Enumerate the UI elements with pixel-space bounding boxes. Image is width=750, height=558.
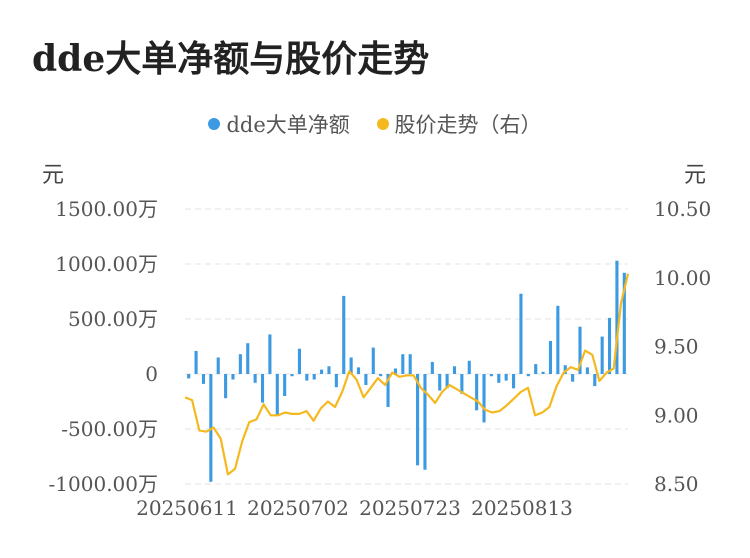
bar-dde (504, 374, 508, 381)
bar-dde (386, 374, 390, 407)
legend-item-dde[interactable]: dde大单净额 (208, 109, 350, 139)
bar-dde (452, 366, 457, 374)
bar-dde (379, 374, 383, 377)
left-axis-unit: 元 (42, 163, 65, 188)
bar-dde (622, 272, 626, 374)
bar-dde (534, 364, 538, 374)
left-axis-tick-label: -500.00万 (61, 417, 158, 441)
bar-dde (607, 317, 612, 374)
bar-dde (320, 369, 324, 374)
bar-dde (275, 374, 279, 416)
x-axis-tick-label: 20250702 (247, 496, 349, 520)
bar-dde (408, 354, 412, 374)
bar-dde (489, 374, 493, 377)
x-axis-tick-label: 20250723 (359, 496, 461, 520)
bar-dde (600, 336, 604, 374)
bar-dde (556, 305, 560, 374)
bar-dde (416, 374, 420, 466)
price-line (184, 273, 630, 476)
bar-dde (475, 374, 479, 411)
legend: dde大单净额 股价走势（右） (0, 109, 750, 139)
bar-dde (519, 293, 523, 374)
right-axis-unit: 元 (684, 163, 707, 188)
legend-label-price: 股价走势（右） (394, 113, 542, 137)
left-axis-tick-label: 1500.00万 (55, 197, 158, 221)
bar-dde (224, 374, 228, 399)
right-axis-tick-label: 8.50 (654, 472, 699, 496)
left-axis-tick-label: -1000.00万 (49, 472, 158, 496)
bar-dde (467, 360, 471, 374)
legend-label-dde: dde大单净额 (226, 113, 350, 137)
right-axis-tick-label: 10.00 (654, 266, 711, 290)
bar-dde (268, 334, 272, 374)
bar-dde (585, 367, 589, 374)
bar-dde (216, 357, 220, 374)
bar-dde (327, 366, 331, 374)
bar-dde (297, 348, 301, 374)
bar-dde (356, 367, 361, 374)
bar-dde (209, 374, 213, 482)
left-axis-tick-label: 500.00万 (68, 307, 158, 331)
bar-dde (497, 374, 501, 383)
bar-dde (578, 326, 582, 374)
bar-dde (423, 374, 427, 470)
bar-dde (253, 374, 257, 383)
bar-dde (593, 374, 597, 387)
x-axis-tick-label: 20250813 (471, 496, 573, 520)
bar-dde (445, 374, 449, 389)
bar-dde (283, 374, 287, 396)
right-axis-tick-label: 9.00 (654, 403, 699, 427)
bar-dde (371, 347, 375, 374)
bar-dde (231, 374, 235, 380)
bar-dde (430, 361, 434, 374)
left-axis-tick-label: 0 (145, 362, 158, 386)
bar-dde (312, 374, 316, 380)
bar-dde (364, 374, 368, 385)
bar-dde (187, 374, 191, 379)
right-axis-tick-label: 10.50 (654, 197, 711, 221)
bar-dde (460, 374, 464, 394)
bar-dde (482, 374, 486, 423)
bar-dde (548, 341, 553, 374)
bar-dde (615, 260, 619, 374)
bar-dde (342, 295, 346, 374)
bar-dde (393, 368, 397, 374)
bar-dde (290, 374, 294, 377)
left-axis-tick-label: 1000.00万 (55, 252, 158, 276)
chart-title: dde大单净额与股价走势 (32, 38, 430, 80)
legend-marker-dde (208, 118, 221, 130)
bar-dde (260, 374, 265, 403)
bar-dde (512, 374, 516, 389)
bar-dde (305, 374, 309, 381)
bar-dde (349, 357, 353, 374)
legend-marker-price (376, 118, 389, 130)
bar-dde (571, 374, 575, 382)
bar-dde (246, 343, 250, 374)
bar-dde (334, 374, 338, 388)
legend-item-price[interactable]: 股价走势（右） (376, 109, 542, 139)
bar-dde (401, 354, 405, 374)
bar-dde (201, 374, 206, 384)
bar-dde (541, 371, 545, 374)
bar-dde (438, 374, 442, 391)
x-axis-tick-label: 20250611 (136, 496, 238, 520)
bar-dde (526, 374, 530, 377)
bar-dde (238, 354, 242, 374)
bar-dde (194, 350, 198, 374)
bar-dde (563, 365, 567, 374)
right-axis-tick-label: 9.50 (654, 335, 699, 359)
